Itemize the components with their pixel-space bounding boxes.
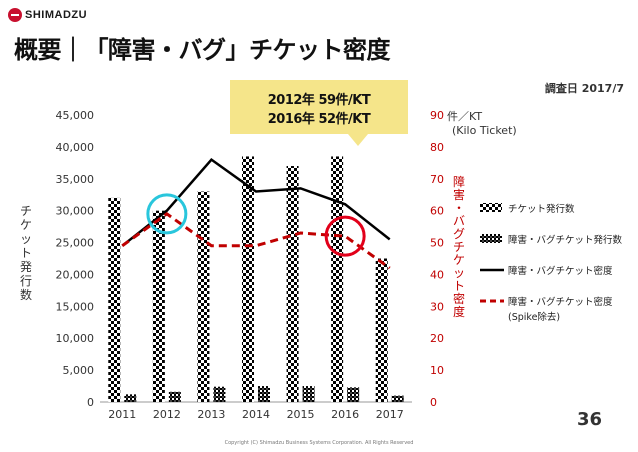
bar-defect-count (213, 386, 226, 402)
legend-swatch (480, 234, 502, 243)
y2-axis-title-char: 害 (453, 187, 465, 202)
y2-tick-label: 60 (430, 205, 444, 218)
y2-tick-label: 30 (430, 300, 444, 313)
y2-unit-note: (Kilo Ticket) (452, 124, 517, 137)
y2-axis-title-char: 密 (453, 291, 465, 306)
y2-axis-title-char: グ (453, 227, 465, 241)
y-tick-label: 35,000 (56, 173, 95, 186)
legend-label: 障害・バグチケット発行数 (508, 234, 623, 246)
y-tick-label: 15,000 (56, 300, 95, 313)
highlight-circle-2012 (146, 193, 188, 235)
bar-defect-count (347, 387, 360, 402)
y-axis-title-char: ト (20, 246, 32, 260)
y2-tick-label: 70 (430, 173, 444, 186)
y-axis-title-char: ッ (20, 232, 32, 246)
bar-defect-count (391, 395, 404, 402)
y2-unit-label: 件／KT (447, 110, 482, 123)
y2-axis-title-char: 障 (453, 174, 465, 189)
y-axis-title-char: 発 (20, 260, 32, 274)
bar-defect-count (124, 394, 137, 402)
y-axis-title-char: チ (20, 204, 32, 218)
y-tick-label: 20,000 (56, 268, 95, 281)
y2-tick-label: 90 (430, 109, 444, 122)
callout-box: 2012年 59件/KT 2016年 52件/KT (230, 80, 408, 146)
x-tick-label: 2014 (242, 408, 270, 421)
y2-axis-title-char: ッ (453, 266, 465, 280)
bar-defect-count (168, 391, 181, 402)
x-tick-label: 2016 (331, 408, 359, 421)
slide-title: 概要｜「障害・バグ」チケット密度 (14, 36, 391, 64)
y-tick-label: 5,000 (63, 364, 95, 377)
legend-label: 障害・バグチケット密度 (508, 265, 613, 277)
y-axis-title-char: 数 (20, 287, 32, 302)
highlight-circle-2016 (324, 215, 366, 257)
y-axis-title-char: 行 (20, 274, 32, 288)
y2-axis-title-char: チ (453, 240, 465, 254)
x-tick-label: 2017 (376, 408, 404, 421)
y2-axis-title-char: バ (453, 214, 465, 228)
bar-ticket-count (286, 166, 299, 402)
copyright-text: Copyright (C) Shimadzu Business Systems … (224, 440, 414, 446)
y2-axis-title-char: 度 (453, 304, 465, 319)
bar-ticket-count (331, 156, 344, 402)
bar-ticket-count (108, 197, 121, 402)
y-axis-title-char: ケ (20, 218, 32, 232)
legend-label: 障害・バグチケット密度 (508, 296, 613, 308)
y2-tick-label: 10 (430, 364, 444, 377)
y-tick-label: 40,000 (56, 141, 95, 154)
y2-tick-label: 0 (430, 396, 437, 409)
bar-ticket-count (242, 156, 254, 402)
line-defect-density (121, 157, 391, 247)
x-tick-label: 2011 (108, 408, 136, 421)
callout-line-2012: 2012年 59件/KT (267, 93, 371, 108)
legend-swatch (480, 203, 502, 212)
bar-ticket-count (375, 258, 388, 402)
y2-axis-title-char: ト (453, 279, 465, 293)
y-tick-label: 30,000 (56, 205, 95, 218)
y2-tick-label: 80 (430, 141, 444, 154)
line-density-spike-removed (121, 212, 391, 270)
bar-ticket-count (197, 191, 210, 402)
y-tick-label: 45,000 (56, 109, 95, 122)
company-logo: SHIMADZU (8, 8, 87, 22)
survey-date: 調査日 2017/7 (544, 82, 624, 95)
y-tick-label: 25,000 (56, 237, 95, 250)
logo-text: SHIMADZU (25, 9, 88, 21)
x-tick-label: 2013 (197, 408, 225, 421)
legend-label: チケット発行数 (508, 203, 575, 215)
y2-axis-title-char: ・ (453, 201, 465, 215)
logo-icon (8, 8, 22, 22)
y-tick-label: 10,000 (56, 332, 95, 345)
y-tick-label: 0 (87, 396, 94, 409)
callout-line-2016: 2016年 52件/KT (267, 112, 371, 127)
bar-ticket-count (152, 210, 165, 402)
x-tick-label: 2012 (153, 408, 181, 421)
y2-tick-label: 20 (430, 332, 444, 345)
bar-defect-count (302, 386, 315, 402)
y2-tick-label: 50 (430, 237, 444, 250)
bar-defect-count (258, 386, 270, 402)
page-number: 36 (576, 409, 602, 430)
legend-label-note: (Spike除去) (508, 311, 560, 323)
x-tick-label: 2015 (287, 408, 315, 421)
y2-axis-title-char: ケ (453, 253, 465, 267)
y2-tick-label: 40 (430, 268, 444, 281)
